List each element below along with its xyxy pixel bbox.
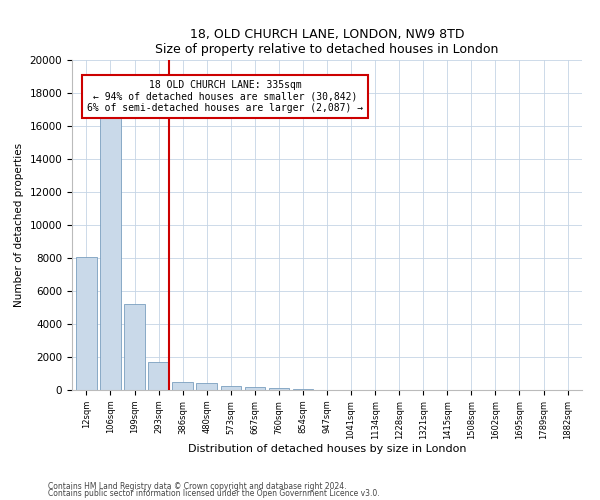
X-axis label: Distribution of detached houses by size in London: Distribution of detached houses by size … xyxy=(188,444,466,454)
Bar xyxy=(148,362,169,390)
Bar xyxy=(76,257,97,390)
Bar xyxy=(172,382,193,390)
Bar xyxy=(124,304,145,390)
Bar xyxy=(221,386,241,390)
Title: 18, OLD CHURCH LANE, LONDON, NW9 8TD
Size of property relative to detached house: 18, OLD CHURCH LANE, LONDON, NW9 8TD Siz… xyxy=(155,28,499,56)
Text: Contains public sector information licensed under the Open Government Licence v3: Contains public sector information licen… xyxy=(48,489,380,498)
Bar xyxy=(245,387,265,390)
Text: Contains HM Land Registry data © Crown copyright and database right 2024.: Contains HM Land Registry data © Crown c… xyxy=(48,482,347,491)
Text: 18 OLD CHURCH LANE: 335sqm
← 94% of detached houses are smaller (30,842)
6% of s: 18 OLD CHURCH LANE: 335sqm ← 94% of deta… xyxy=(87,80,363,113)
Bar xyxy=(100,118,121,390)
Y-axis label: Number of detached properties: Number of detached properties xyxy=(14,143,24,307)
Bar xyxy=(293,388,313,390)
Bar xyxy=(196,383,217,390)
Bar xyxy=(269,388,289,390)
